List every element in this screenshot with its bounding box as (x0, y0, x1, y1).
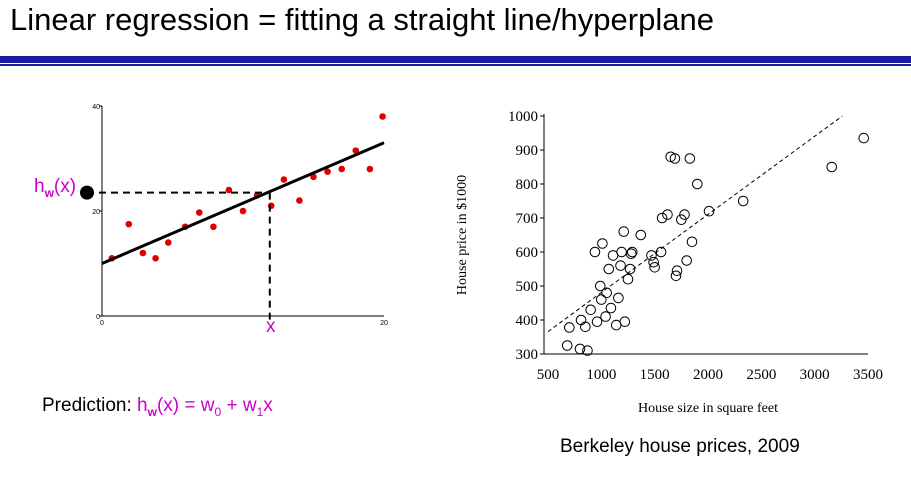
x-tick-label: 1000 (586, 367, 616, 383)
data-point (239, 207, 247, 215)
prediction-equation: hw(x) = w0 + w1x (137, 395, 273, 419)
data-point (594, 280, 606, 292)
data-point (616, 246, 627, 258)
data-point (603, 263, 615, 275)
data-point (671, 265, 683, 277)
regression-line (547, 115, 843, 333)
data-point (601, 287, 612, 299)
data-point (648, 256, 659, 268)
title-rule-thin (0, 64, 911, 66)
x-tick-label: 3500 (853, 367, 883, 383)
data-point (624, 263, 636, 275)
chart-caption: Berkeley house prices, 2009 (560, 436, 800, 457)
data-point (561, 340, 573, 351)
regression-line (101, 141, 385, 265)
data-point (858, 132, 870, 144)
data-point (646, 250, 657, 261)
data-point (618, 226, 630, 237)
data-point (626, 246, 638, 258)
data-point (670, 270, 682, 282)
data-point (139, 249, 147, 257)
data-point (225, 186, 233, 194)
y-tick-label: 300 (516, 347, 539, 363)
data-point (613, 292, 624, 304)
data-point (379, 113, 386, 120)
data-point (280, 176, 288, 183)
prediction-prefix: Prediction: (42, 395, 138, 416)
data-point (605, 302, 617, 314)
y-tick-label: 400 (516, 313, 539, 329)
data-point (635, 229, 647, 241)
data-point (655, 246, 667, 258)
title-rule (0, 56, 911, 63)
data-point (125, 220, 133, 228)
data-point (676, 214, 687, 225)
data-point (826, 161, 838, 173)
y-tick-label: 500 (516, 279, 539, 295)
y-tick-label: 800 (516, 177, 539, 193)
data-point (324, 168, 331, 175)
data-point (195, 209, 203, 216)
data-point (703, 205, 715, 217)
data-point (352, 147, 360, 154)
data-point (585, 304, 596, 316)
query-x-label: x (266, 316, 276, 337)
hw-of-x-label: hw(x) (34, 176, 77, 200)
data-point (679, 209, 690, 220)
x-tick-label: 1500 (640, 367, 670, 383)
y-tick-label: 0 (96, 314, 100, 321)
data-point (338, 165, 346, 173)
data-point (210, 223, 217, 231)
y-tick-label: 600 (516, 245, 539, 261)
data-point (692, 178, 703, 190)
data-point (662, 209, 673, 220)
data-point (615, 260, 626, 271)
data-point (596, 294, 607, 305)
x-tick-label: 2000 (693, 367, 723, 383)
x-axis-label: House size in square feet (638, 401, 778, 416)
x-tick-label: 0 (100, 320, 104, 327)
y-tick-label: 1000 (508, 109, 538, 125)
data-point (582, 345, 593, 356)
data-point (366, 165, 374, 173)
x-tick-label: 3000 (800, 367, 830, 383)
prediction-formula: Prediction: hw(x) = w0 + w1x (42, 395, 273, 419)
data-point (619, 316, 631, 328)
x-tick-label: 20 (380, 320, 388, 327)
data-point (296, 197, 303, 204)
y-tick-label: 700 (516, 211, 539, 227)
data-point (580, 321, 591, 333)
x-tick-label: 2500 (746, 367, 776, 383)
y-tick-label: 900 (516, 143, 539, 159)
data-point (669, 153, 681, 164)
data-point (600, 311, 611, 322)
data-point (656, 212, 668, 224)
y-axis-label: House price in $1000 (455, 175, 470, 295)
y-tick-label: 20 (92, 209, 100, 216)
y-tick-label: 40 (92, 104, 100, 111)
data-point (574, 343, 586, 355)
data-point (575, 314, 587, 326)
data-point (684, 153, 696, 164)
data-point (589, 246, 601, 258)
prediction-marker (80, 185, 94, 200)
data-point (737, 195, 749, 207)
data-point (681, 255, 692, 266)
slide-title: Linear regression = fitting a straight l… (10, 2, 714, 37)
data-point (649, 262, 660, 273)
data-point (622, 273, 634, 285)
x-tick-label: 500 (537, 367, 560, 383)
data-point (564, 322, 575, 333)
data-point (591, 316, 603, 328)
data-point (164, 239, 172, 246)
data-point (625, 248, 637, 259)
data-point (152, 254, 159, 262)
data-point (686, 236, 698, 248)
data-point (597, 238, 608, 249)
